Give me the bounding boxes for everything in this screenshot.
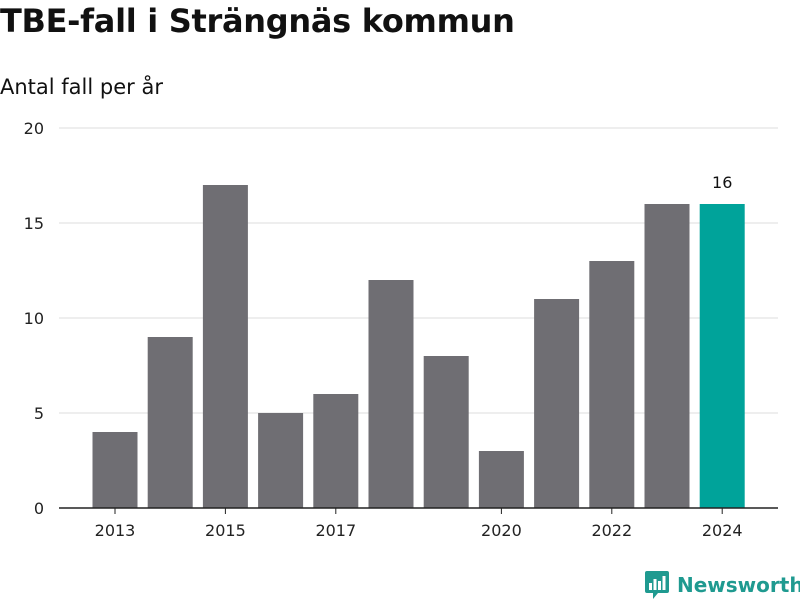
bar-2022: [589, 261, 635, 508]
data-labels: 16: [712, 173, 732, 192]
bar-2017: [313, 394, 359, 508]
x-tick-label-2015: 2015: [205, 521, 246, 540]
brand-name: Newsworthy: [677, 573, 800, 597]
bar-2019: [423, 356, 469, 508]
bar-2016: [258, 413, 304, 508]
data-label-2024: 16: [712, 173, 732, 192]
bar-2018: [368, 280, 414, 508]
bars: [59, 185, 778, 509]
newsworthy-logo-icon: [645, 571, 669, 599]
bar-2021: [534, 299, 580, 508]
newsworthy-brand: Newsworthy: [644, 569, 800, 601]
x-tick-label-2013: 2013: [95, 521, 136, 540]
bar-2020: [478, 451, 524, 508]
y-axis-ticks: 0 5 10 15 20: [24, 119, 44, 518]
x-tick-label-2022: 2022: [591, 521, 632, 540]
y-tick-label-10: 10: [24, 309, 44, 328]
x-tick-label-2017: 2017: [315, 521, 356, 540]
chart-title: TBE-fall i Strängnäs kommun: [0, 2, 515, 40]
y-tick-label-5: 5: [34, 404, 44, 423]
x-tick-label-2024: 2024: [702, 521, 743, 540]
bar-2024: [699, 204, 745, 508]
y-tick-label-15: 15: [24, 214, 44, 233]
bar-2013: [92, 432, 138, 508]
y-tick-label-20: 20: [24, 119, 44, 138]
bar-2015: [202, 185, 248, 508]
chart-subtitle: Antal fall per år: [0, 75, 163, 99]
bar-2023: [644, 204, 690, 508]
x-axis-ticks: 2013 2015 2017 2020 2022 2024: [95, 508, 743, 540]
y-tick-label-0: 0: [34, 499, 44, 518]
bar-2014: [147, 337, 193, 508]
x-tick-label-2020: 2020: [481, 521, 522, 540]
